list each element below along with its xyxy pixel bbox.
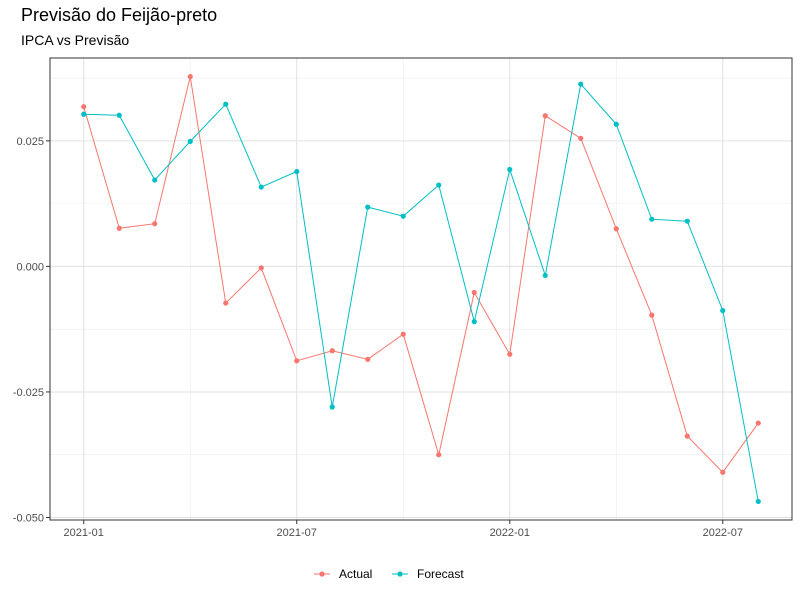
data-point-actual [116, 225, 122, 231]
data-point-forecast [187, 138, 193, 144]
data-point-actual [542, 113, 548, 119]
data-point-actual [471, 289, 477, 296]
data-point-actual [81, 104, 87, 110]
plot-panel [49, 57, 793, 521]
data-point-forecast [507, 166, 513, 173]
data-point-actual [329, 348, 335, 354]
data-point-forecast [258, 184, 264, 190]
y-tick-label: 0.000 [16, 261, 44, 273]
data-point-actual [684, 433, 690, 439]
data-point-forecast [613, 121, 619, 127]
legend-key-point-actual [319, 571, 325, 577]
data-point-actual [400, 331, 406, 337]
x-axis: 2021-01 2021-07 2022-01 2022-07 [64, 520, 743, 539]
legend: Actual Forecast [314, 567, 464, 581]
data-point-forecast [649, 216, 655, 222]
data-point-actual [152, 221, 158, 227]
data-point-actual [436, 452, 442, 458]
data-point-forecast [436, 182, 442, 188]
legend-label-forecast: Forecast [417, 567, 464, 581]
series-line-forecast [83, 83, 759, 502]
data-point-forecast [223, 101, 229, 107]
legend-label-actual: Actual [339, 567, 372, 581]
y-tick-label: -0.050 [13, 512, 44, 524]
data-point-forecast [755, 498, 761, 505]
x-tick-label: 2021-01 [64, 527, 104, 539]
data-point-actual [187, 73, 193, 80]
data-point-actual [649, 312, 655, 318]
series-lines [83, 76, 759, 502]
series-line-actual [83, 76, 759, 474]
data-point-actual [507, 351, 513, 357]
data-point-forecast [400, 213, 406, 219]
grid-major [50, 58, 792, 520]
legend-item-forecast: Forecast [392, 567, 464, 581]
legend-item-actual: Actual [314, 567, 372, 581]
y-tick-label: 0.025 [16, 136, 44, 148]
data-point-forecast [294, 168, 300, 175]
data-point-forecast [152, 177, 158, 183]
chart-title: Previsão do Feijão-preto [21, 5, 218, 25]
data-point-actual [578, 135, 584, 141]
y-axis: 0.025 0.000 -0.025 -0.050 [13, 136, 50, 524]
x-tick-label: 2022-07 [703, 527, 743, 539]
data-point-forecast [329, 404, 335, 410]
data-point-actual [223, 300, 229, 306]
x-tick-label: 2022-01 [490, 527, 530, 539]
data-point-forecast [365, 204, 371, 210]
data-point-actual [365, 356, 371, 362]
grid-minor [50, 58, 792, 520]
legend-key-point-forecast [397, 571, 403, 577]
data-point-forecast [81, 111, 87, 117]
data-point-actual [258, 265, 264, 271]
data-point-actual [613, 226, 619, 232]
data-point-forecast [116, 112, 122, 118]
data-point-actual [720, 469, 726, 475]
y-tick-label: -0.025 [13, 387, 44, 399]
series-points [81, 73, 761, 505]
data-point-forecast [542, 272, 548, 279]
x-tick-label: 2021-07 [277, 527, 317, 539]
data-point-actual [294, 358, 300, 364]
data-point-forecast [471, 319, 477, 325]
data-point-actual [755, 420, 761, 426]
chart-subtitle: IPCA vs Previsão [21, 32, 130, 48]
data-point-forecast [578, 81, 584, 87]
data-point-forecast [684, 218, 690, 224]
data-point-forecast [720, 307, 726, 314]
